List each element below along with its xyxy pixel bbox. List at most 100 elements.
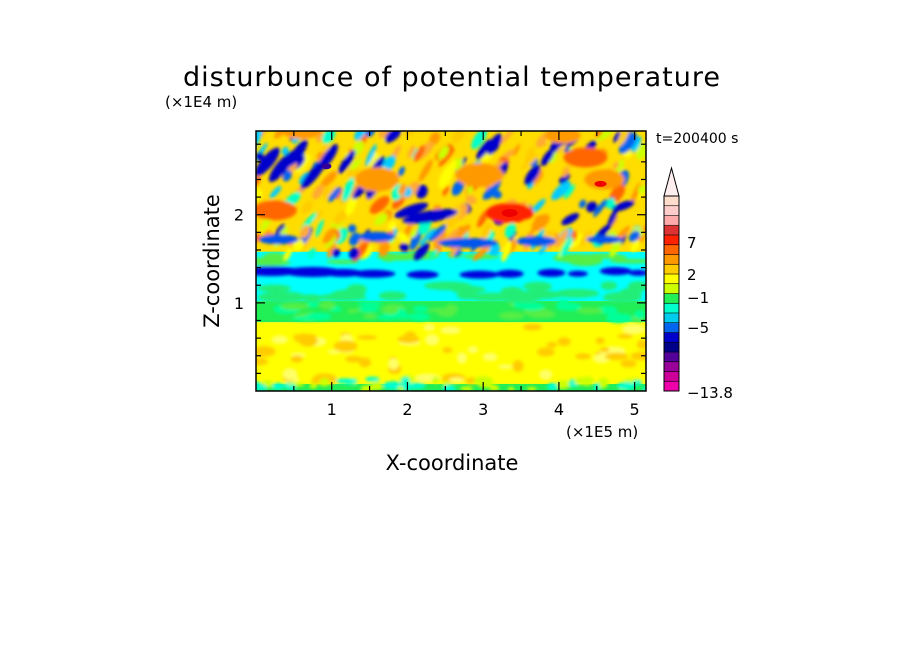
field-blob <box>409 229 418 238</box>
field-blob <box>381 304 399 315</box>
field-blob <box>425 334 440 346</box>
field-blob <box>256 357 269 366</box>
field-blob <box>555 302 582 311</box>
field-blob <box>498 364 513 370</box>
x-axis-label: X-coordinate <box>386 451 519 475</box>
field-blob <box>257 284 292 293</box>
field-blob <box>256 233 261 243</box>
field-blob <box>465 195 477 205</box>
field-blob <box>322 184 337 200</box>
colorbar-swatch <box>664 361 679 372</box>
field-blob <box>281 146 289 156</box>
field-blob <box>282 170 293 182</box>
field-blob <box>415 184 428 199</box>
field-blob <box>487 179 502 200</box>
field-blob <box>594 180 607 187</box>
field-blob <box>618 131 631 146</box>
colorbar-swatch <box>664 293 679 304</box>
field-blob <box>531 198 546 214</box>
field-blob <box>606 198 616 210</box>
field-blob <box>442 347 453 354</box>
field-blob <box>516 236 557 247</box>
field-blob <box>431 376 440 384</box>
field-blob <box>599 267 632 276</box>
colorbar-swatch <box>664 283 679 294</box>
field-blob <box>365 131 377 138</box>
field-blob <box>627 281 646 292</box>
field-blob <box>256 260 292 266</box>
field-blob <box>365 144 377 167</box>
field-blob <box>471 292 515 301</box>
field-blob <box>338 150 356 174</box>
field-blob <box>637 185 646 194</box>
field-blob <box>281 131 322 139</box>
field-blob <box>271 335 288 344</box>
colorbar-swatch <box>664 196 679 207</box>
field-blob <box>290 355 303 363</box>
field-blob <box>498 311 525 320</box>
field-blob <box>402 208 458 225</box>
field-blob <box>423 323 435 332</box>
field-blob <box>586 235 623 244</box>
field-blob <box>351 269 396 278</box>
field-blob <box>563 184 575 200</box>
field-blob <box>358 305 380 313</box>
field-blob <box>378 240 390 257</box>
field-blob <box>413 305 429 313</box>
colorbar-extend-arrow <box>663 166 680 197</box>
field-blob <box>630 240 641 252</box>
field-blob <box>547 382 558 391</box>
field-blob <box>563 147 608 168</box>
field-blob <box>291 316 318 321</box>
field-blob <box>347 308 359 314</box>
field-blob <box>327 349 341 355</box>
field-blob <box>579 230 593 246</box>
field-blob <box>609 237 622 258</box>
field-blob <box>355 167 400 192</box>
field-blob <box>527 386 537 391</box>
field-blob <box>342 177 355 202</box>
field-blob <box>573 377 590 386</box>
field-blob <box>399 242 409 252</box>
field-blob <box>388 220 397 231</box>
colorbar-swatch <box>664 274 679 285</box>
field-blob <box>477 209 489 228</box>
field-blob <box>561 213 580 226</box>
field-blob <box>283 247 293 261</box>
field-blob <box>562 166 570 178</box>
field-blob <box>347 224 357 233</box>
field-blob <box>453 224 471 240</box>
colorbar-swatch <box>664 371 679 382</box>
field-blob <box>540 148 555 166</box>
field-blob <box>360 385 373 391</box>
field-blob <box>274 131 290 139</box>
field-blob <box>487 133 502 155</box>
field-blob <box>357 335 377 340</box>
field-blob <box>449 377 465 383</box>
field-blob <box>555 229 569 248</box>
field-blob <box>326 259 359 264</box>
field-blob <box>307 248 317 259</box>
field-blob <box>534 215 546 227</box>
field-blob <box>413 145 426 162</box>
field-blob <box>459 270 500 279</box>
colorbar-swatch <box>664 322 679 333</box>
field-blob <box>331 248 341 258</box>
field-blob <box>315 219 324 238</box>
field-blob <box>556 144 567 155</box>
colorbar-swatch <box>664 332 679 343</box>
field-blob <box>424 281 472 291</box>
field-blob <box>613 131 621 143</box>
field-blob <box>408 312 431 321</box>
field-blob <box>345 194 358 216</box>
field-blob <box>628 230 641 242</box>
field-blob <box>328 186 342 202</box>
field-blob <box>537 347 555 357</box>
field-blob <box>438 147 455 167</box>
field-blob <box>615 159 625 173</box>
field-blob <box>357 301 383 306</box>
colorbar <box>663 166 680 392</box>
field-blob <box>384 131 402 143</box>
colorbar-swatch <box>664 215 679 226</box>
field-blob <box>345 355 363 363</box>
